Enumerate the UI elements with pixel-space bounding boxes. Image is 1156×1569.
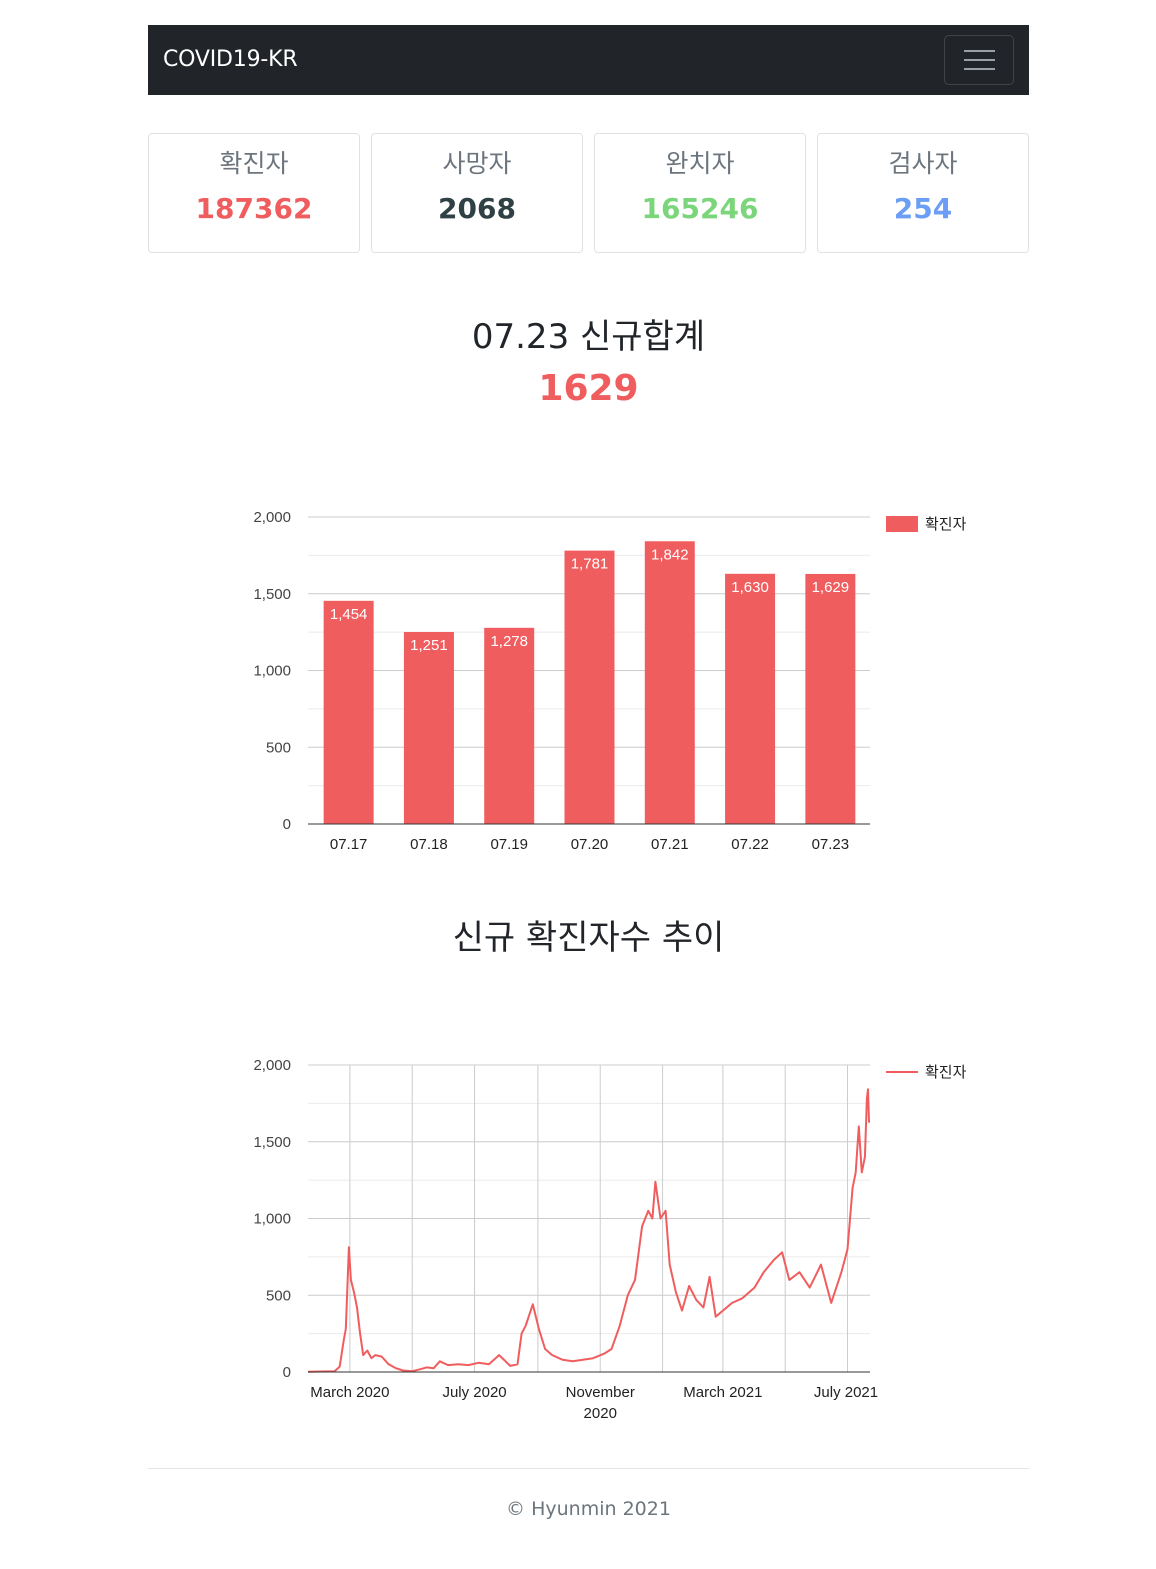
y-tick-label: 0 (283, 1364, 291, 1381)
legend-label: 확진자 (925, 1064, 967, 1081)
legend-swatch (886, 516, 918, 532)
card-recovered: 완치자 165246 (594, 133, 806, 253)
bar (324, 601, 374, 824)
navbar: COVID19-KR (148, 25, 1029, 95)
x-tick-label: March 2020 (310, 1384, 389, 1401)
x-tick-label: July 2021 (814, 1384, 878, 1401)
y-tick-label: 2,000 (253, 509, 291, 526)
x-tick-label: 07.19 (490, 836, 528, 853)
y-tick-label: 0 (283, 816, 291, 833)
daily-value: 1629 (0, 368, 1156, 410)
y-tick-label: 1,000 (253, 663, 291, 680)
footer-copyright: © Hyunmin 2021 (0, 1496, 1156, 1522)
x-tick-label: November 2020 (566, 1384, 635, 1422)
bar (484, 628, 534, 824)
card-label: 확진자 (149, 148, 359, 180)
bar-value-label: 1,629 (812, 579, 850, 596)
legend-label: 확진자 (925, 516, 967, 533)
bar-value-label: 1,278 (490, 633, 528, 650)
x-tick-label: July 2020 (442, 1384, 506, 1401)
card-tested: 검사자 254 (817, 133, 1029, 253)
series-line (308, 1089, 870, 1372)
footer-divider (148, 1468, 1029, 1469)
bar (565, 551, 615, 824)
x-tick-label: 07.22 (731, 836, 769, 853)
daily-title: 07.23 신규합계 (0, 316, 1156, 358)
x-tick-label: 07.23 (812, 836, 850, 853)
x-tick-label: 07.18 (410, 836, 448, 853)
card-deaths: 사망자 2068 (371, 133, 583, 253)
card-value: 2068 (372, 192, 582, 226)
y-tick-label: 500 (266, 1287, 291, 1304)
card-label: 사망자 (372, 148, 582, 180)
card-label: 완치자 (595, 148, 805, 180)
bar (645, 541, 695, 824)
card-value: 254 (818, 192, 1028, 226)
bar-value-label: 1,454 (330, 606, 368, 623)
brand-title[interactable]: COVID19-KR (163, 47, 297, 73)
daily-bar-chart: 0 500 1,000 1,500 2,000 1,454 07.17 1,251 07.18 1… (0, 490, 1156, 870)
x-tick-label: 07.17 (330, 836, 368, 853)
card-confirmed: 확진자 187362 (148, 133, 360, 253)
trend-title: 신규 확진자수 추이 (0, 917, 1156, 959)
x-tick-label: 07.20 (571, 836, 609, 853)
bar (404, 632, 454, 824)
trend-line-chart: 0 500 1,000 1,500 2,000 March 2020 July 2020 No… (0, 1040, 1156, 1440)
y-tick-label: 1,500 (253, 1134, 291, 1151)
card-label: 검사자 (818, 148, 1028, 180)
y-tick-label: 500 (266, 739, 291, 756)
bar (725, 574, 775, 824)
bar-value-label: 1,630 (731, 579, 769, 596)
x-tick-label: March 2021 (683, 1384, 762, 1401)
y-tick-label: 2,000 (253, 1057, 291, 1074)
y-tick-label: 1,500 (253, 586, 291, 603)
x-tick-label: 07.21 (651, 836, 689, 853)
bar-value-label: 1,842 (651, 546, 689, 563)
card-value: 187362 (149, 192, 359, 226)
bar (805, 574, 855, 824)
menu-toggle-button[interactable] (944, 35, 1014, 85)
card-value: 165246 (595, 192, 805, 226)
bar-value-label: 1,251 (410, 637, 448, 654)
y-tick-label: 1,000 (253, 1211, 291, 1228)
bar-value-label: 1,781 (571, 556, 609, 573)
